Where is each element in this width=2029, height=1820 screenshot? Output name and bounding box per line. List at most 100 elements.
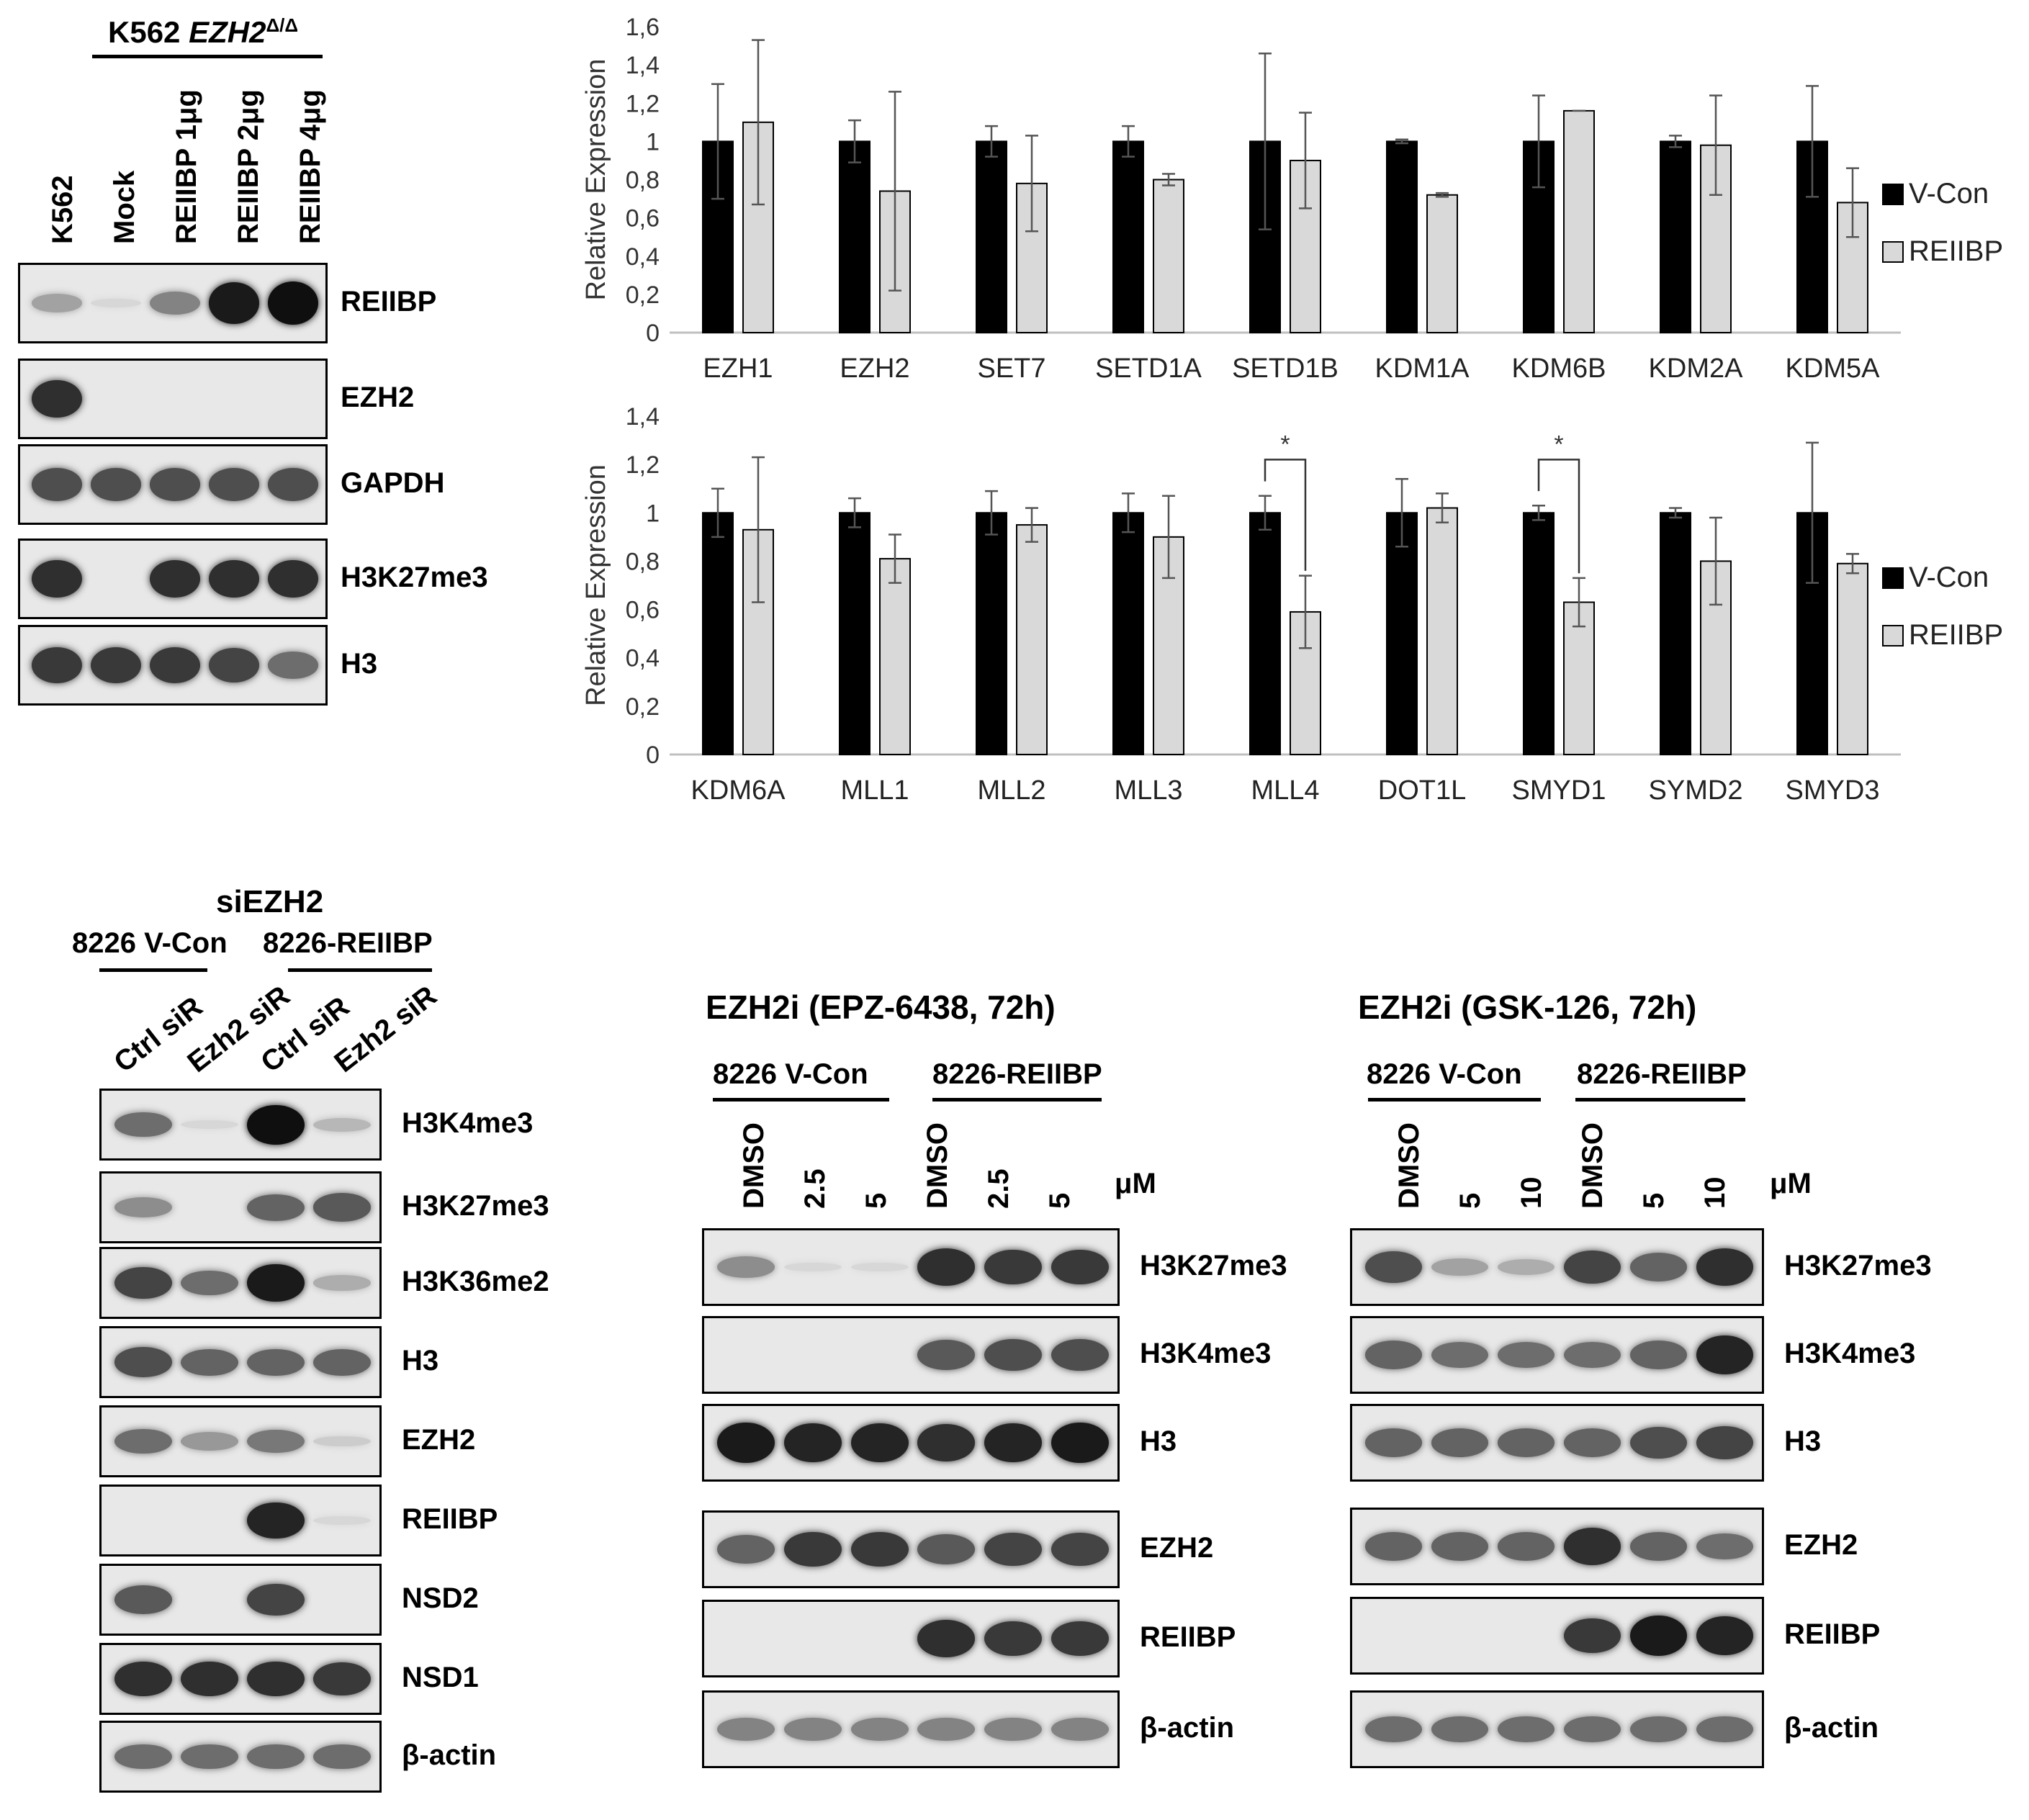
lane-label: K562 xyxy=(47,175,78,244)
bar-v-con xyxy=(1386,512,1418,755)
band xyxy=(984,1338,1042,1371)
band xyxy=(717,1256,775,1278)
band xyxy=(1563,1428,1621,1457)
legend-swatch xyxy=(1882,625,1904,647)
band xyxy=(149,647,201,684)
band xyxy=(1431,1428,1489,1457)
panel-c-title: siEZH2 xyxy=(216,884,324,919)
band xyxy=(181,1270,238,1296)
band xyxy=(984,1423,1042,1462)
blot-label: H3K4me3 xyxy=(1784,1338,1916,1369)
blot-label: NSD2 xyxy=(402,1582,479,1614)
blot-h3k4me3 xyxy=(99,1089,382,1161)
y-tick-label: 1,4 xyxy=(626,52,660,79)
lane-label: 2.5 xyxy=(983,1168,1014,1209)
bar-reiibp xyxy=(1153,179,1184,333)
band xyxy=(1051,1718,1109,1741)
band xyxy=(149,559,201,598)
band xyxy=(984,1249,1042,1285)
band xyxy=(247,1194,305,1221)
lane-label: 10 xyxy=(1516,1176,1547,1209)
bar-v-con xyxy=(1523,512,1555,755)
band xyxy=(208,282,260,324)
blot-reiibp xyxy=(99,1485,382,1557)
panel-c-group1: 8226 V-Con xyxy=(72,927,228,959)
bar-v-con xyxy=(839,512,870,755)
legend-swatch xyxy=(1882,241,1904,263)
blot-h3 xyxy=(1350,1404,1764,1482)
legend-label: REIIBP xyxy=(1909,235,2003,267)
bar-v-con xyxy=(976,140,1007,333)
band xyxy=(1696,1716,1753,1743)
y-tick-label: 0,6 xyxy=(626,597,660,624)
bar-reiibp xyxy=(1426,507,1458,755)
band xyxy=(850,1262,909,1272)
x-tick-label: MLL2 xyxy=(977,775,1045,806)
band xyxy=(917,1424,976,1461)
panel-e-group2-line xyxy=(1575,1098,1745,1102)
band xyxy=(1431,1716,1489,1743)
lane-label: DMSO xyxy=(922,1122,953,1209)
band xyxy=(208,559,260,598)
band xyxy=(31,294,83,312)
significance-bracket xyxy=(1537,459,1580,574)
legend-swatch xyxy=(1882,567,1904,589)
y-tick-label: 0,2 xyxy=(626,281,660,309)
y-tick-label: 0,4 xyxy=(626,243,660,271)
blot-label: GAPDH xyxy=(341,467,445,499)
band xyxy=(917,1620,976,1657)
blot-h3 xyxy=(702,1404,1120,1482)
band xyxy=(31,379,83,418)
blot-label: H3K27me3 xyxy=(1784,1250,1932,1281)
panel-e-title: EZH2i (GSK-126, 72h) xyxy=(1358,988,1697,1026)
band xyxy=(1563,1250,1621,1284)
bar-reiibp xyxy=(1563,109,1595,333)
band xyxy=(1365,1532,1423,1561)
band xyxy=(247,1429,305,1454)
band xyxy=(31,468,83,501)
band xyxy=(267,652,319,679)
blot-label: H3 xyxy=(402,1345,439,1377)
blot-label: REIIBP xyxy=(341,286,437,317)
blot-h3 xyxy=(18,625,328,706)
blot-reiibp xyxy=(18,263,328,343)
blot-actin xyxy=(702,1690,1120,1768)
band xyxy=(1563,1528,1621,1565)
band xyxy=(267,559,319,598)
band xyxy=(1498,1428,1555,1457)
bar-reiibp xyxy=(1426,194,1458,333)
bar-v-con xyxy=(1660,512,1691,755)
band xyxy=(90,647,142,684)
blot-label: H3K4me3 xyxy=(1140,1338,1272,1369)
band xyxy=(267,281,319,325)
lane-label: DMSO xyxy=(738,1122,770,1209)
band xyxy=(313,1436,371,1447)
blot-h3k27me3 xyxy=(18,539,328,619)
band xyxy=(1696,1425,1753,1460)
blot-label: H3K27me3 xyxy=(402,1190,549,1222)
legend-swatch xyxy=(1882,184,1904,205)
band xyxy=(1629,1426,1687,1459)
band xyxy=(1431,1532,1489,1561)
panel-e-group2: 8226-REIIBP xyxy=(1577,1058,1747,1090)
band xyxy=(1051,1249,1109,1285)
band xyxy=(1696,1248,1753,1286)
blot-label: β-actin xyxy=(1784,1712,1879,1744)
bar-v-con xyxy=(1386,140,1418,333)
blot-label: H3K27me3 xyxy=(1140,1250,1287,1281)
chart-bottom: 0 0,2 0,4 0,6 0,8 1 1,2 1,4 Relative Expression K… xyxy=(581,403,2003,806)
band xyxy=(1051,1338,1109,1371)
y-tick-label: 0,2 xyxy=(626,693,660,721)
blot-h3k27me3 xyxy=(99,1171,382,1243)
y-tick-label: 0,6 xyxy=(626,205,660,233)
blot-label: EZH2 xyxy=(341,382,415,413)
blot-label: H3 xyxy=(1140,1425,1177,1457)
band xyxy=(181,1661,238,1697)
y-axis-label: Relative Expression xyxy=(581,464,611,706)
bar-v-con xyxy=(702,512,734,755)
band xyxy=(784,1262,842,1272)
bar-v-con xyxy=(1660,140,1691,333)
band xyxy=(984,1718,1042,1741)
y-tick-label: 1,2 xyxy=(626,90,660,117)
panel-c-group2-line xyxy=(288,968,432,972)
